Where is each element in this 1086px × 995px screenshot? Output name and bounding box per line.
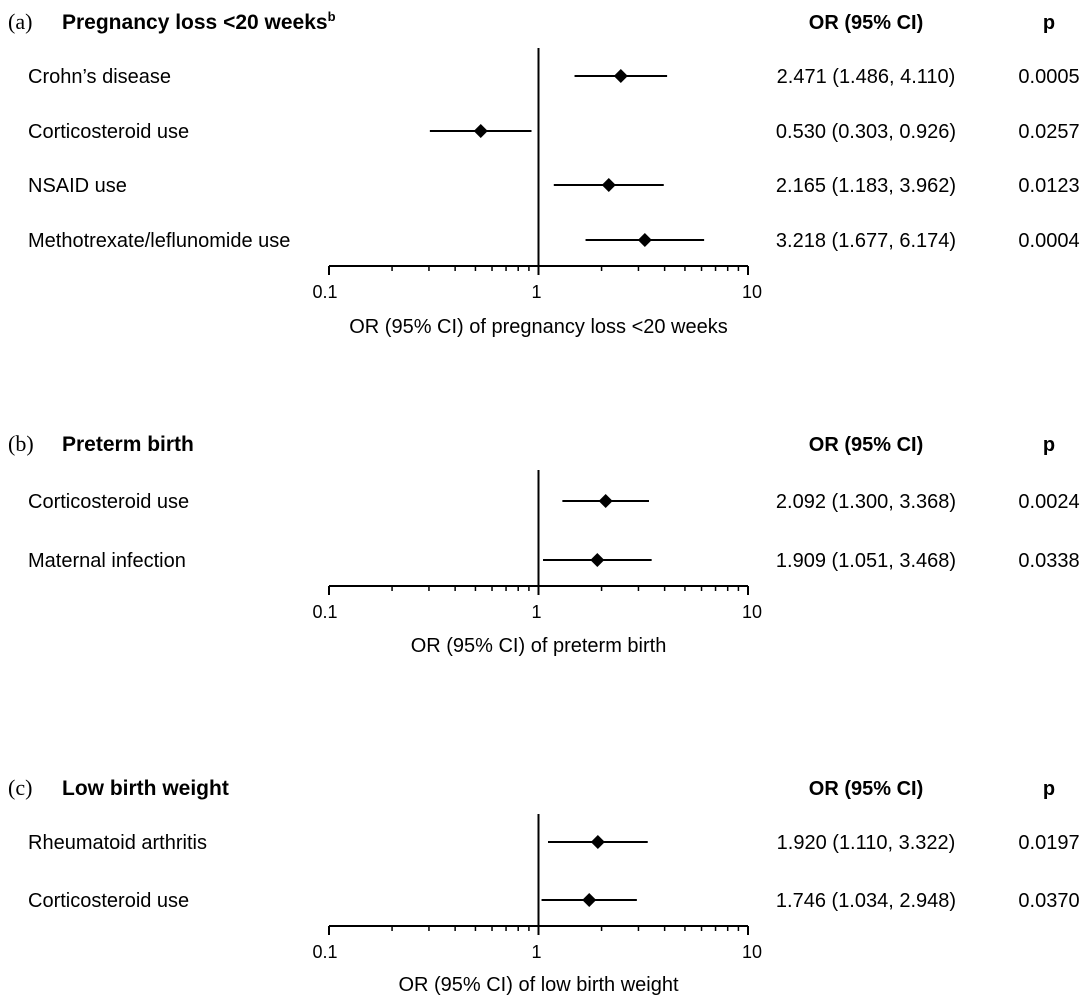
or-point-marker	[590, 835, 605, 849]
p-value: 0.0004	[1018, 230, 1079, 252]
row-label: Corticosteroid use	[28, 491, 189, 513]
forest-row: Crohn’s disease 2.471 (1.486, 4.110) 0.000…	[28, 66, 1080, 88]
or-ci-value: 3.218 (1.677, 6.174)	[776, 230, 956, 252]
panel-title: Pregnancy loss <20 weeksb	[62, 9, 336, 34]
panel-title-text: Preterm birth	[62, 433, 194, 456]
or-column-header: OR (95% CI)	[809, 12, 923, 34]
panel-title-text: Low birth weight	[62, 777, 229, 800]
p-column-header: p	[1043, 778, 1055, 800]
row-label: Corticosteroid use	[28, 121, 189, 143]
p-value: 0.0005	[1018, 66, 1079, 88]
x-tick-label: 0.1	[312, 282, 337, 302]
or-ci-value: 2.165 (1.183, 3.962)	[776, 175, 956, 197]
p-value: 0.0024	[1018, 491, 1079, 513]
p-value: 0.0197	[1018, 832, 1079, 854]
forest-row: Methotrexate/leflunomide use 3.218 (1.677…	[28, 230, 1080, 252]
x-axis-title: OR (95% CI) of pregnancy loss <20 weeks	[349, 316, 728, 338]
panel-letter: (c)	[8, 775, 32, 800]
or-column-header: OR (95% CI)	[809, 434, 923, 456]
p-value: 0.0338	[1018, 550, 1079, 572]
or-point-marker	[582, 893, 597, 907]
panel-title-text: Pregnancy loss <20 weeks	[62, 11, 328, 34]
forest-panel-a: (a) Pregnancy loss <20 weeksb OR (95% CI) p…	[8, 9, 1080, 338]
p-value: 0.0257	[1018, 121, 1079, 143]
or-point-marker	[473, 124, 488, 138]
forest-panel-b: (b) Preterm birth OR (95% CI) p 0.1 1 10 OR (95…	[8, 431, 1080, 657]
forest-row: Maternal infection 1.909 (1.051, 3.468) 0.…	[28, 550, 1080, 572]
x-tick-label: 10	[742, 602, 762, 622]
panel-title: Preterm birth	[62, 433, 194, 456]
p-value: 0.0123	[1018, 175, 1079, 197]
x-tick-label: 1	[531, 602, 541, 622]
row-label: NSAID use	[28, 175, 127, 197]
row-label: Corticosteroid use	[28, 890, 189, 912]
forest-row: Rheumatoid arthritis 1.920 (1.110, 3.322)…	[28, 832, 1080, 854]
or-point-marker	[601, 178, 616, 192]
or-ci-value: 2.471 (1.486, 4.110)	[777, 66, 956, 88]
or-point-marker	[598, 494, 613, 508]
x-axis-title: OR (95% CI) of preterm birth	[411, 635, 667, 657]
or-ci-value: 2.092 (1.300, 3.368)	[776, 491, 956, 513]
p-value: 0.0370	[1018, 890, 1079, 912]
x-tick-label: 0.1	[312, 942, 337, 962]
p-column-header: p	[1043, 12, 1055, 34]
or-ci-value: 0.530 (0.303, 0.926)	[776, 121, 956, 143]
x-tick-label: 10	[742, 282, 762, 302]
forest-row: Corticosteroid use 0.530 (0.303, 0.926) 0.…	[28, 121, 1080, 143]
panel-title: Low birth weight	[62, 777, 229, 800]
or-ci-value: 1.746 (1.034, 2.948)	[776, 890, 956, 912]
row-label: Methotrexate/leflunomide use	[28, 230, 290, 252]
panel-letter: (a)	[8, 9, 32, 34]
p-column-header: p	[1043, 434, 1055, 456]
forest-panel-c: (c) Low birth weight OR (95% CI) p 0.1 1 10 OR …	[8, 775, 1080, 995]
or-ci-value: 1.920 (1.110, 3.322)	[777, 832, 956, 854]
x-tick-label: 1	[531, 282, 541, 302]
row-label: Rheumatoid arthritis	[28, 832, 207, 854]
panel-letter: (b)	[8, 431, 34, 456]
or-column-header: OR (95% CI)	[809, 778, 923, 800]
x-tick-label: 1	[531, 942, 541, 962]
row-label: Crohn’s disease	[28, 66, 171, 88]
x-tick-label: 0.1	[312, 602, 337, 622]
forest-row: NSAID use 2.165 (1.183, 3.962) 0.0123	[28, 175, 1080, 197]
or-point-marker	[613, 69, 628, 83]
or-ci-value: 1.909 (1.051, 3.468)	[776, 550, 956, 572]
panel-title-superscript: b	[328, 9, 336, 24]
or-point-marker	[637, 233, 652, 247]
forest-row: Corticosteroid use 2.092 (1.300, 3.368) 0.…	[28, 491, 1080, 513]
x-axis-title: OR (95% CI) of low birth weight	[398, 974, 679, 995]
forest-row: Corticosteroid use 1.746 (1.034, 2.948) 0.…	[28, 890, 1080, 912]
x-tick-label: 10	[742, 942, 762, 962]
row-label: Maternal infection	[28, 550, 186, 572]
or-point-marker	[590, 553, 605, 567]
